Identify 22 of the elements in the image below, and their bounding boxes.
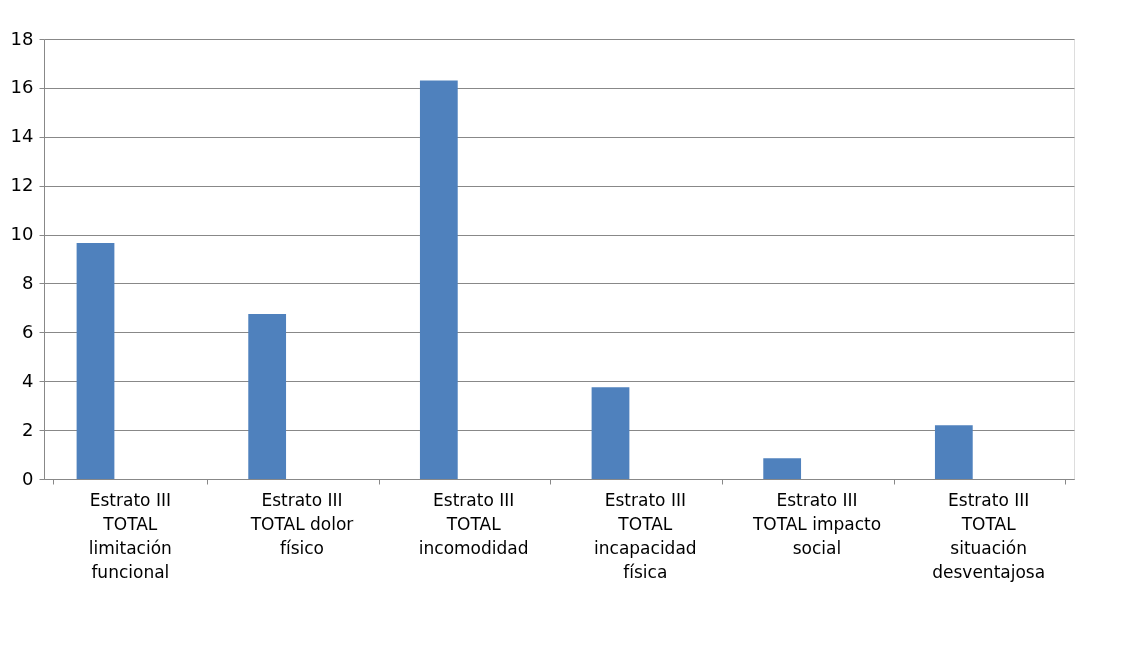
x-tick-label: Estrato III TOTAL dolor físico (249, 489, 354, 558)
x-tick-label: Estrato III TOTAL incapacidad física (594, 489, 697, 582)
y-tick-label: 4 (22, 369, 34, 391)
y-tick-label: 10 (10, 223, 34, 245)
y-tick-label: 8 (22, 271, 34, 293)
y-tick-label: 18 (10, 27, 34, 49)
y-tick-label: 16 (10, 76, 34, 98)
bar (591, 387, 630, 479)
x-tick-label: Estrato III TOTAL incomodidad (418, 489, 529, 558)
bar (248, 314, 287, 479)
y-tick-label: 6 (22, 320, 34, 342)
x-tick-label: Estrato III TOTAL limitación funcional (88, 489, 172, 582)
y-tick-label: 14 (10, 125, 34, 147)
bar (419, 80, 458, 479)
x-tick-label: Estrato III TOTAL impacto social (751, 489, 882, 558)
y-tick-label: 2 (22, 418, 34, 440)
x-tick-label: Estrato III TOTAL situación desventajosa (932, 489, 1046, 582)
y-tick-label: 12 (10, 174, 34, 196)
bar (763, 458, 802, 479)
bar (76, 243, 115, 479)
bar (934, 425, 973, 479)
y-tick-label: 0 (22, 467, 34, 489)
